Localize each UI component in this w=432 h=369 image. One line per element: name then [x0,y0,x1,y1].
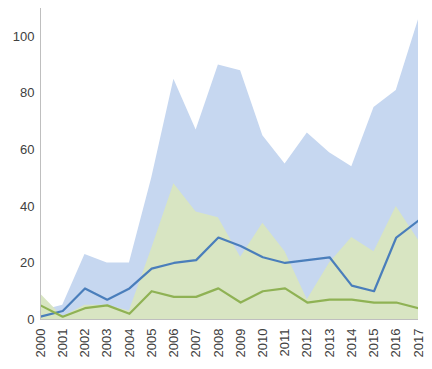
svg-text:2005: 2005 [144,329,159,358]
svg-text:2015: 2015 [366,329,381,358]
svg-text:80: 80 [20,85,34,100]
svg-text:2004: 2004 [122,329,137,358]
svg-text:2001: 2001 [55,329,70,358]
svg-text:40: 40 [20,199,34,214]
svg-text:2010: 2010 [255,329,270,358]
svg-text:2009: 2009 [233,329,248,358]
svg-text:20: 20 [20,255,34,270]
svg-text:2013: 2013 [322,329,337,358]
svg-text:2002: 2002 [77,329,92,358]
svg-text:2006: 2006 [166,329,181,358]
svg-text:2012: 2012 [299,329,314,358]
svg-text:2014: 2014 [344,329,359,358]
svg-text:2007: 2007 [188,329,203,358]
svg-text:100: 100 [13,29,35,44]
svg-text:2016: 2016 [388,329,403,358]
svg-text:2011: 2011 [277,329,292,357]
svg-text:2000: 2000 [33,329,48,358]
svg-text:2017: 2017 [411,329,426,358]
svg-text:2008: 2008 [211,329,226,358]
svg-text:60: 60 [20,142,34,157]
svg-text:0: 0 [27,312,34,327]
svg-text:2003: 2003 [99,329,114,358]
